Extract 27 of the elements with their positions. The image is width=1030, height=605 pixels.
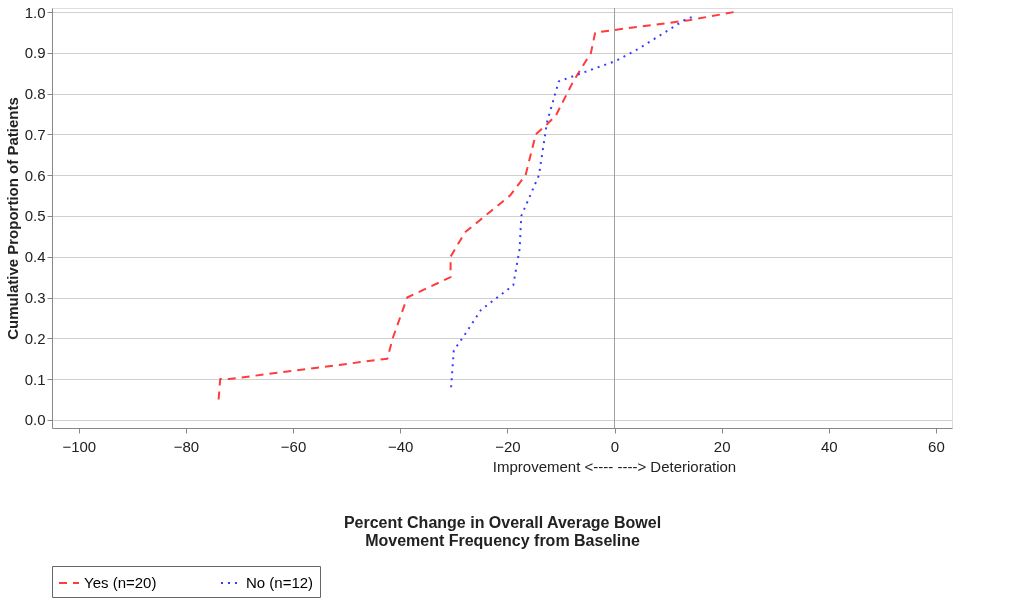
y-tick-label: 0.3 (24, 289, 46, 307)
x-axis-title: Percent Change in Overall Average Bowel Movement Frequency from Baseline (343, 513, 662, 549)
y-tick-label: 0.0 (24, 411, 46, 429)
y-tick-label: 0.9 (24, 44, 46, 62)
line-series (217, 11, 735, 401)
x-tick-label: −80 (173, 437, 200, 455)
y-tick-label: 0.6 (24, 166, 46, 184)
x-tick-label: −20 (495, 437, 521, 455)
text: Improvement <---- ----> Deterioration (492, 458, 737, 475)
y-tick-label: 0.4 (24, 248, 46, 266)
y-tick-label: 0.7 (24, 125, 46, 143)
legend-label: No (n=12) (246, 574, 314, 591)
y-tick-label: 1.0 (24, 3, 46, 21)
y-tick-label: 0.8 (24, 85, 46, 103)
x-tick-label: −40 (387, 437, 414, 455)
x-tick-label: 0 (610, 437, 620, 455)
y-tick-label: 0.2 (24, 329, 46, 347)
x-tick-label: 20 (713, 437, 731, 455)
y-tick-label: 0.1 (24, 370, 46, 388)
line-series (450, 15, 695, 389)
x-tick-label: −100 (62, 437, 97, 455)
x-tick-label: 60 (928, 437, 945, 455)
legend-label: Yes (n=20) (84, 574, 157, 591)
y-axis-title: Cumulative Proportion of Patients (3, 97, 21, 340)
x-tick-label: 40 (820, 437, 838, 455)
y-tick-label: 0.5 (24, 207, 46, 225)
x-tick-label: −60 (280, 437, 307, 455)
